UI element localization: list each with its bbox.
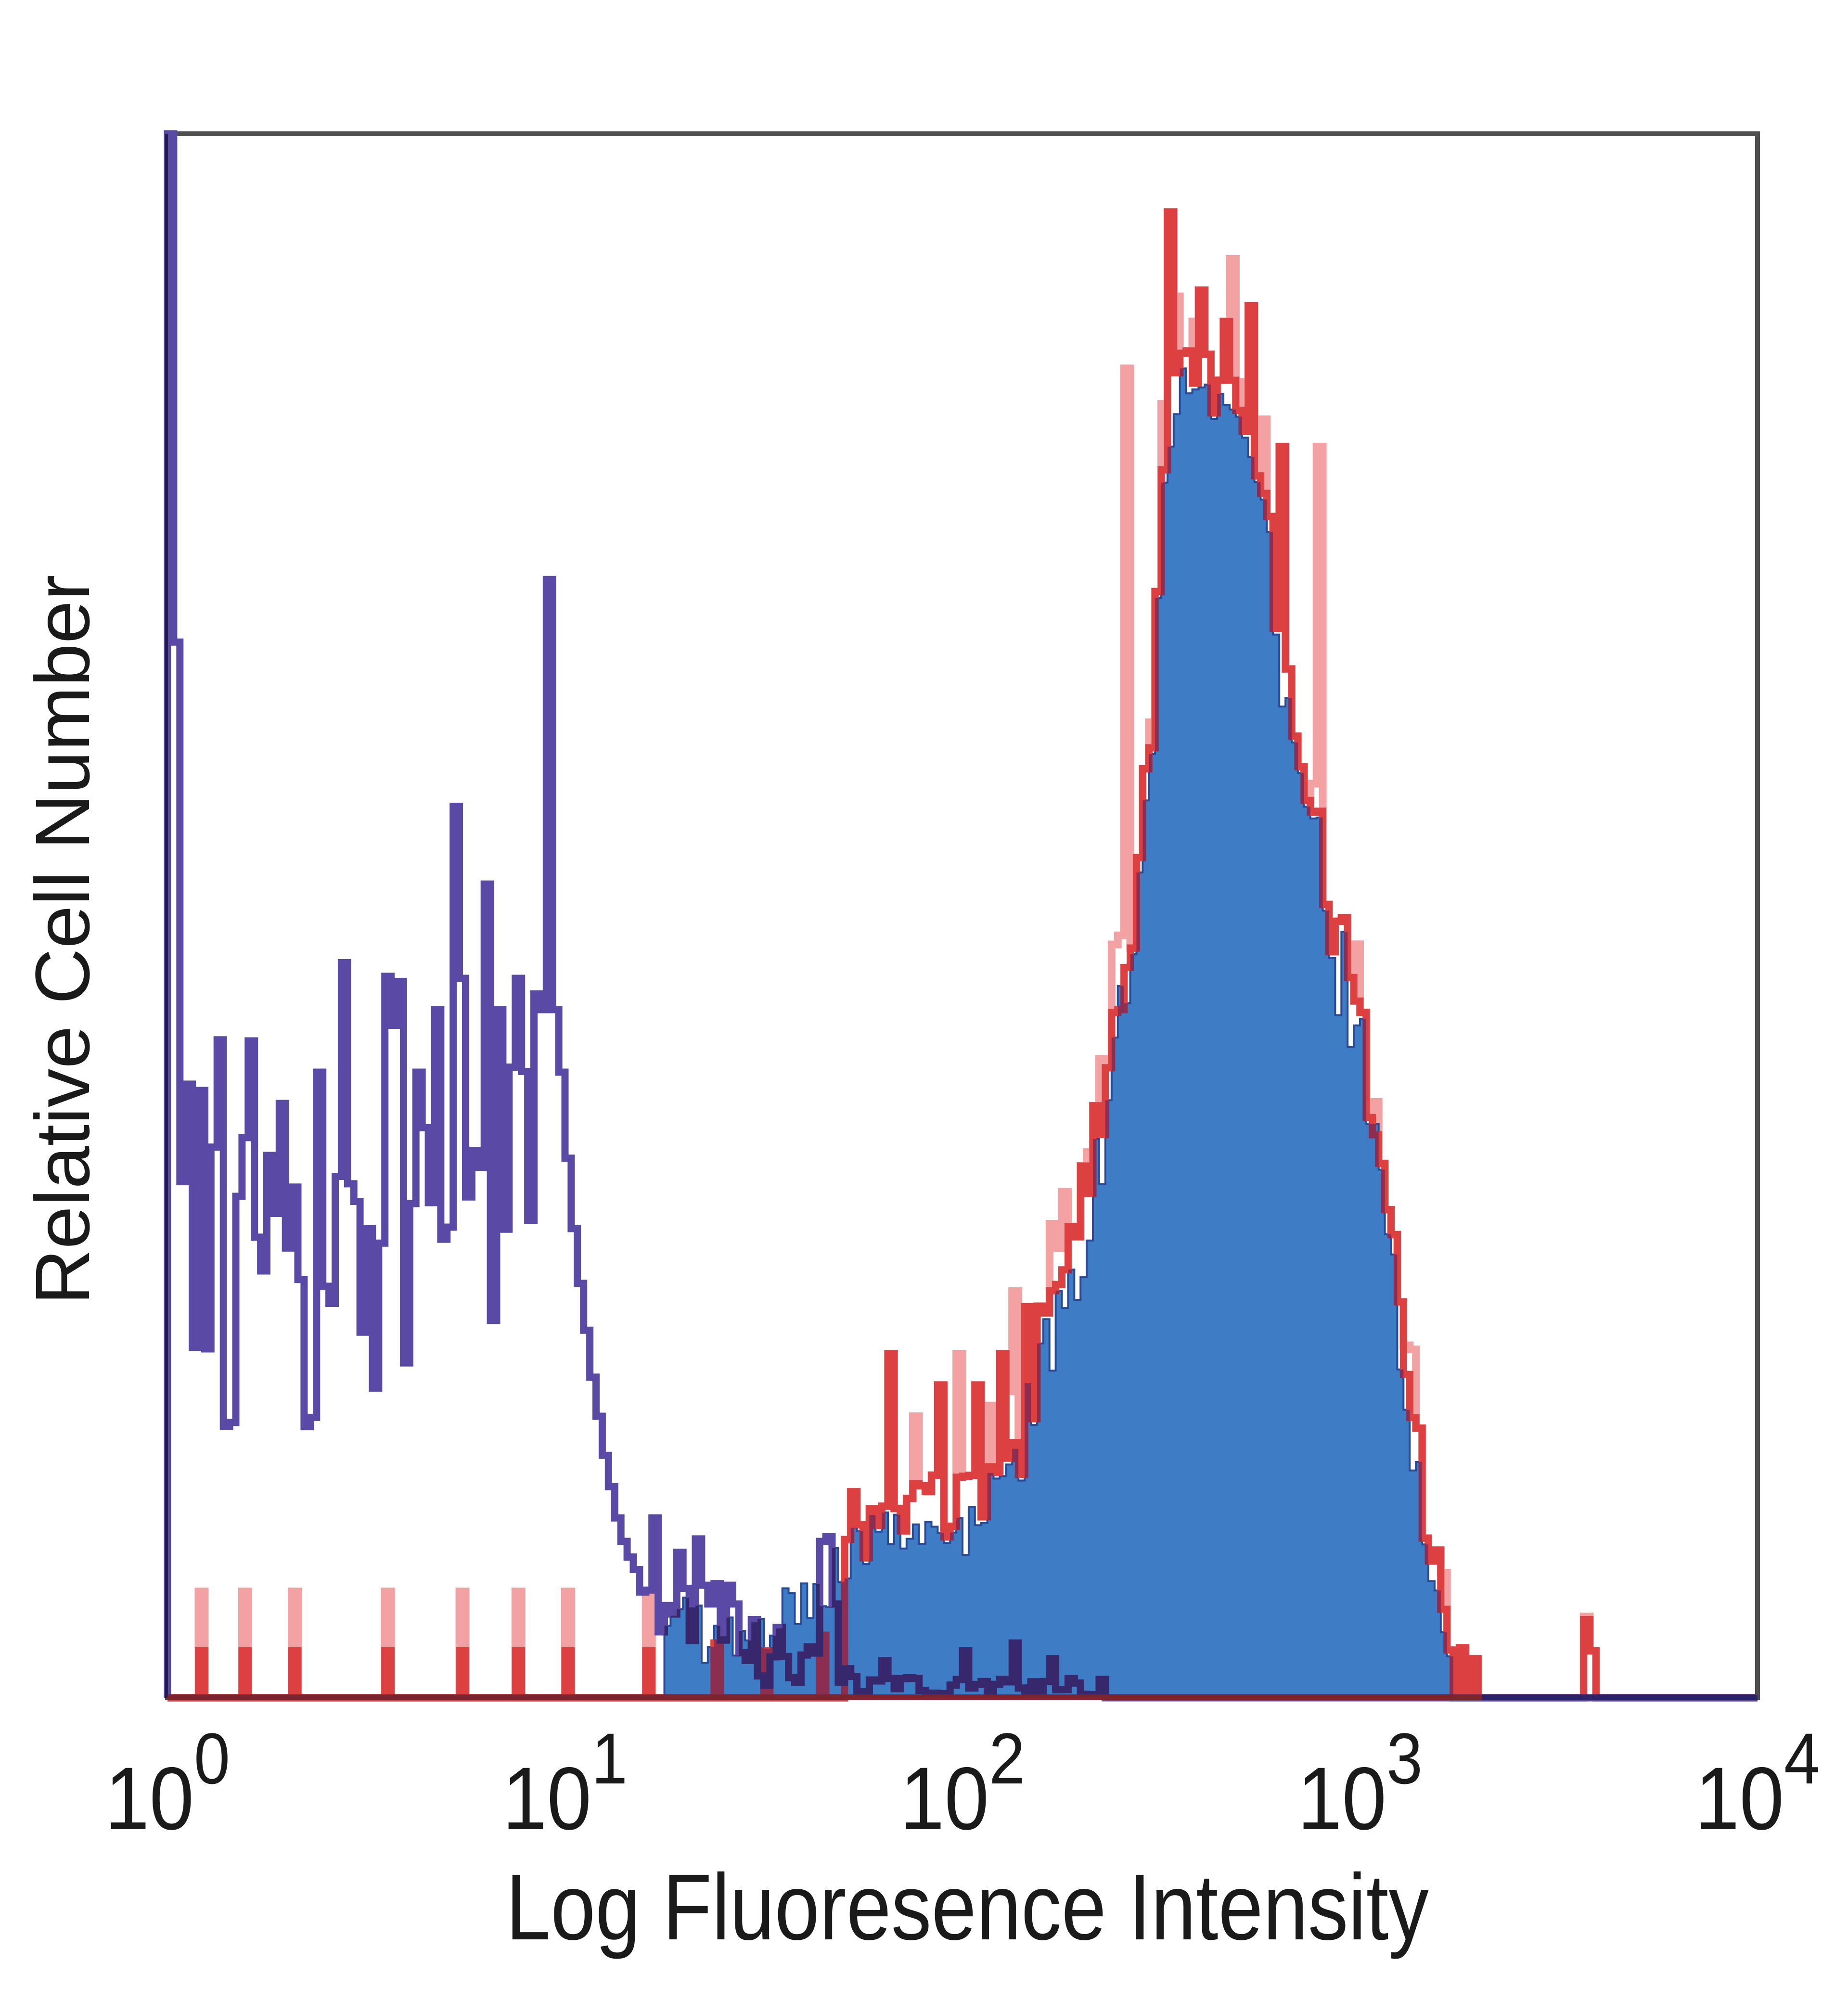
svg-text:Log Fluoresence Intensity: Log Fluoresence Intensity [506, 1855, 1429, 1960]
svg-text:Relative Cell Number: Relative Cell Number [19, 575, 105, 1305]
